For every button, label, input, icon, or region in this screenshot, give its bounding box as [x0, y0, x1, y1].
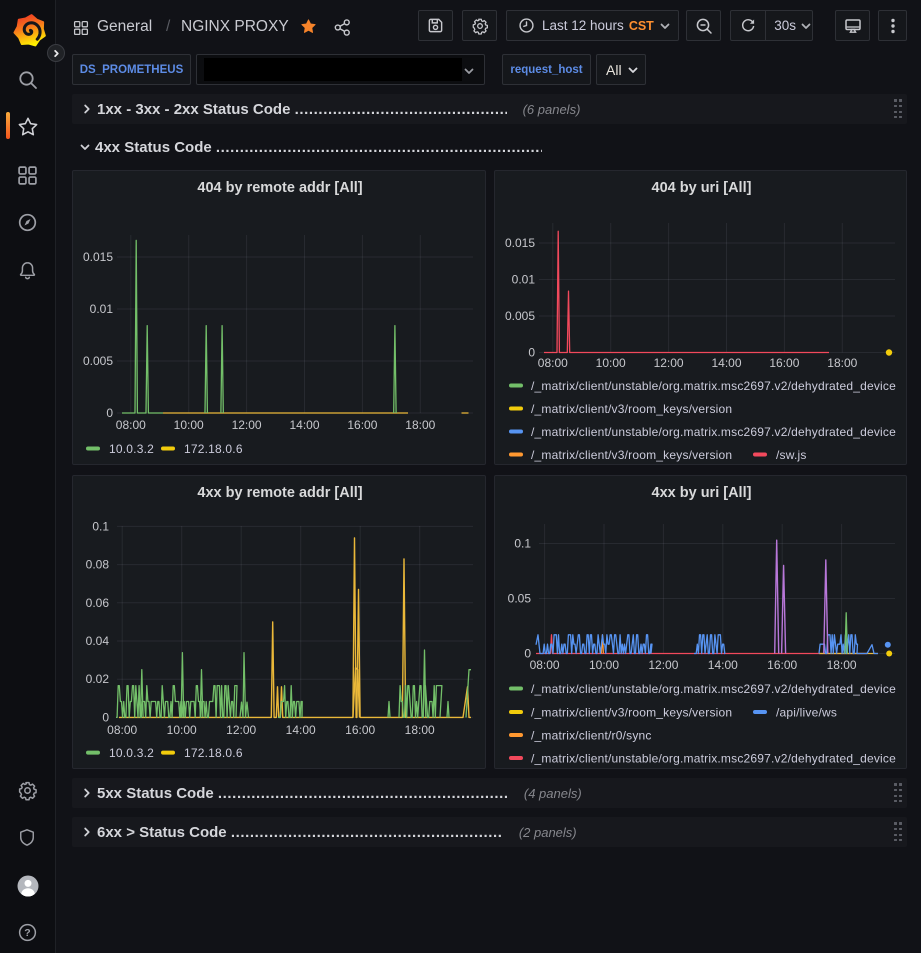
- svg-text:172.18.0.6: 172.18.0.6: [184, 442, 243, 456]
- svg-text:/_matrix/client/r0/sync: /_matrix/client/r0/sync: [531, 729, 652, 743]
- svg-text:16:00: 16:00: [769, 356, 799, 370]
- svg-text:0.06: 0.06: [86, 596, 110, 610]
- svg-text:16:00: 16:00: [345, 723, 375, 737]
- svg-text:0.015: 0.015: [83, 250, 113, 264]
- svg-text:0: 0: [106, 406, 113, 420]
- svg-text:0.01: 0.01: [512, 273, 536, 287]
- svg-text:4xx by uri [All]: 4xx by uri [All]: [652, 485, 752, 501]
- svg-text:/_matrix/client/unstable/org.m: /_matrix/client/unstable/org.matrix.msc2…: [531, 682, 896, 696]
- svg-text:18:00: 18:00: [827, 658, 857, 672]
- svg-text:4xx by remote addr [All]: 4xx by remote addr [All]: [197, 485, 362, 501]
- svg-text:0.1: 0.1: [514, 537, 531, 551]
- svg-text:/_matrix/client/unstable/org.m: /_matrix/client/unstable/org.matrix.msc2…: [531, 379, 896, 393]
- svg-text:0.005: 0.005: [505, 309, 535, 323]
- svg-text:/_matrix/client/unstable/org.m: /_matrix/client/unstable/org.matrix.msc2…: [531, 425, 896, 439]
- svg-text:12:00: 12:00: [654, 356, 684, 370]
- svg-text:14:00: 14:00: [711, 356, 741, 370]
- svg-text:/api/live/ws: /api/live/ws: [776, 706, 837, 720]
- svg-text:0.1: 0.1: [92, 519, 109, 533]
- svg-text:10:00: 10:00: [596, 356, 626, 370]
- svg-text:0: 0: [102, 710, 109, 724]
- svg-text:18:00: 18:00: [405, 723, 435, 737]
- svg-text:0.08: 0.08: [86, 558, 110, 572]
- svg-text:0.01: 0.01: [90, 302, 114, 316]
- svg-text:404 by uri [All]: 404 by uri [All]: [652, 180, 752, 196]
- svg-text:14:00: 14:00: [289, 418, 319, 432]
- svg-text:08:00: 08:00: [116, 418, 146, 432]
- svg-text:18:00: 18:00: [827, 356, 857, 370]
- svg-text:0: 0: [528, 346, 535, 360]
- svg-text:/_matrix/client/v3/room_keys/v: /_matrix/client/v3/room_keys/version: [531, 448, 732, 462]
- svg-text:10:00: 10:00: [174, 418, 204, 432]
- svg-text:10:00: 10:00: [589, 658, 619, 672]
- svg-text:0: 0: [524, 647, 531, 661]
- svg-text:0.015: 0.015: [505, 236, 535, 250]
- svg-text:10.0.3.2: 10.0.3.2: [109, 442, 154, 456]
- svg-text:0.005: 0.005: [83, 354, 113, 368]
- svg-text:16:00: 16:00: [767, 658, 797, 672]
- svg-text:12:00: 12:00: [226, 723, 256, 737]
- svg-text:/sw.js: /sw.js: [776, 448, 807, 462]
- svg-text:12:00: 12:00: [648, 658, 678, 672]
- svg-text:08:00: 08:00: [538, 356, 568, 370]
- svg-text:0.05: 0.05: [508, 592, 532, 606]
- svg-text:10.0.3.2: 10.0.3.2: [109, 746, 154, 760]
- svg-text:14:00: 14:00: [286, 723, 316, 737]
- svg-text:/_matrix/client/v3/room_keys/v: /_matrix/client/v3/room_keys/version: [531, 706, 732, 720]
- svg-text:16:00: 16:00: [347, 418, 377, 432]
- svg-text:404 by remote addr [All]: 404 by remote addr [All]: [197, 180, 362, 196]
- svg-text:0.04: 0.04: [86, 634, 110, 648]
- svg-text:08:00: 08:00: [530, 658, 560, 672]
- svg-text:172.18.0.6: 172.18.0.6: [184, 746, 243, 760]
- svg-text:12:00: 12:00: [232, 418, 262, 432]
- svg-text:18:00: 18:00: [405, 418, 435, 432]
- svg-text:?: ?: [24, 927, 30, 939]
- svg-text:/_matrix/client/unstable/org.m: /_matrix/client/unstable/org.matrix.msc2…: [531, 752, 896, 766]
- svg-text:/_matrix/client/v3/room_keys/v: /_matrix/client/v3/room_keys/version: [531, 402, 732, 416]
- svg-text:14:00: 14:00: [708, 658, 738, 672]
- svg-text:08:00: 08:00: [107, 723, 137, 737]
- svg-text:10:00: 10:00: [167, 723, 197, 737]
- svg-text:0.02: 0.02: [86, 672, 110, 686]
